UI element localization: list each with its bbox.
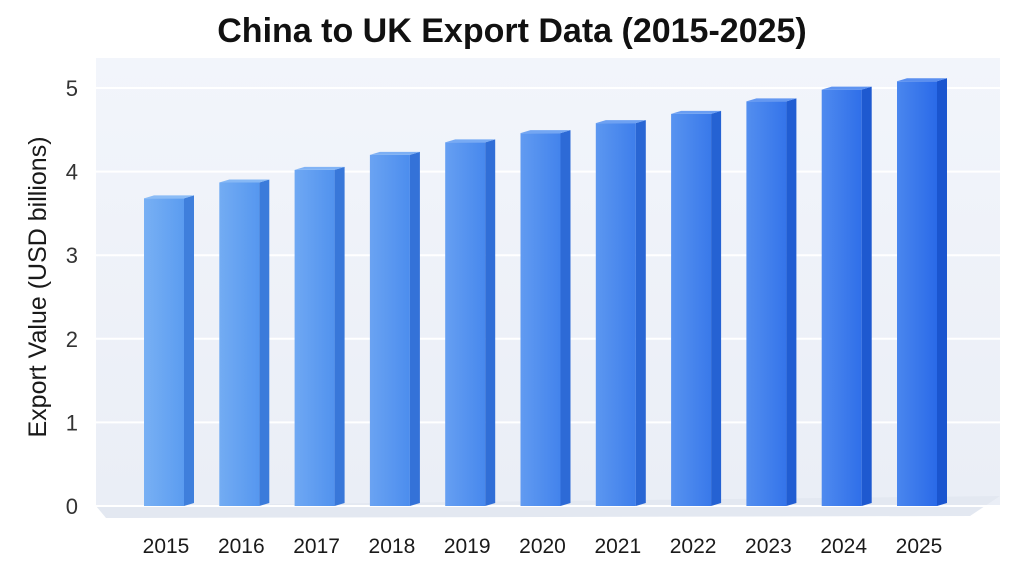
bar-top xyxy=(821,86,872,90)
y-tick-label: 2 xyxy=(66,327,78,352)
y-axis-ticks: 0 1 2 3 4 5 xyxy=(66,76,78,519)
bar-front xyxy=(671,113,712,506)
x-tick-label: 2024 xyxy=(820,535,867,558)
bar-side xyxy=(786,98,797,506)
bar-front xyxy=(897,81,937,506)
bar-2021 xyxy=(595,120,646,506)
bar-2015 xyxy=(144,195,194,507)
x-tick-label: 2025 xyxy=(896,535,943,558)
bar-side xyxy=(259,179,270,506)
bar-side xyxy=(184,195,194,507)
bar-top xyxy=(520,130,571,134)
bar-top xyxy=(746,98,797,102)
x-tick-label: 2021 xyxy=(594,535,641,558)
bar-2017 xyxy=(294,166,345,507)
bar-2024 xyxy=(821,86,872,506)
bars xyxy=(144,78,947,507)
y-axis-label: Export Value (USD billions) xyxy=(24,136,52,437)
bar-front xyxy=(746,101,787,506)
x-tick-label: 2023 xyxy=(745,535,792,558)
x-tick-label: 2015 xyxy=(143,535,190,558)
bar-front xyxy=(294,169,335,507)
bar-side xyxy=(861,86,872,506)
bar-2019 xyxy=(445,139,496,506)
bar-front xyxy=(369,154,410,506)
bar-2020 xyxy=(520,130,571,507)
y-tick-label: 0 xyxy=(66,494,78,519)
bar-side xyxy=(937,78,947,506)
x-tick-label: 2018 xyxy=(369,535,416,558)
bar-top xyxy=(445,139,496,143)
bar-top xyxy=(671,110,722,114)
bar-front xyxy=(595,123,636,506)
bar-front xyxy=(821,89,862,506)
bar-top xyxy=(595,120,646,124)
bar-side xyxy=(409,151,420,506)
bar-2023 xyxy=(746,98,797,506)
bar-side xyxy=(711,110,722,506)
bar-side xyxy=(635,120,646,506)
x-tick-label: 2017 xyxy=(293,535,340,558)
bar-front xyxy=(219,182,260,506)
x-tick-label: 2019 xyxy=(444,535,491,558)
bar-2022 xyxy=(671,110,722,506)
x-tick-label: 2022 xyxy=(670,535,717,558)
bar-front xyxy=(520,133,561,507)
bar-top xyxy=(897,78,947,82)
bar-top xyxy=(369,151,420,155)
y-tick-label: 4 xyxy=(66,160,78,185)
bar-side xyxy=(334,166,345,507)
bar-2018 xyxy=(369,151,420,506)
bar-2016 xyxy=(219,179,270,506)
x-tick-label: 2020 xyxy=(519,535,566,558)
bar-top xyxy=(294,166,345,170)
bar-2025 xyxy=(897,78,947,506)
bar-top xyxy=(144,195,194,199)
y-tick-label: 5 xyxy=(66,76,78,101)
chart-title: China to UK Export Data (2015-2025) xyxy=(217,12,807,50)
y-tick-label: 3 xyxy=(66,243,78,268)
x-axis-ticks: 2015 2016 2017 2018 2019 2020 2021 2022 2023 2024… xyxy=(143,535,943,558)
bar-front xyxy=(445,142,486,506)
bar-front xyxy=(144,198,184,507)
bar-top xyxy=(219,179,270,183)
y-tick-label: 1 xyxy=(66,410,78,435)
x-tick-label: 2016 xyxy=(218,535,265,558)
bar-side xyxy=(560,130,571,507)
bar-side xyxy=(485,139,496,506)
